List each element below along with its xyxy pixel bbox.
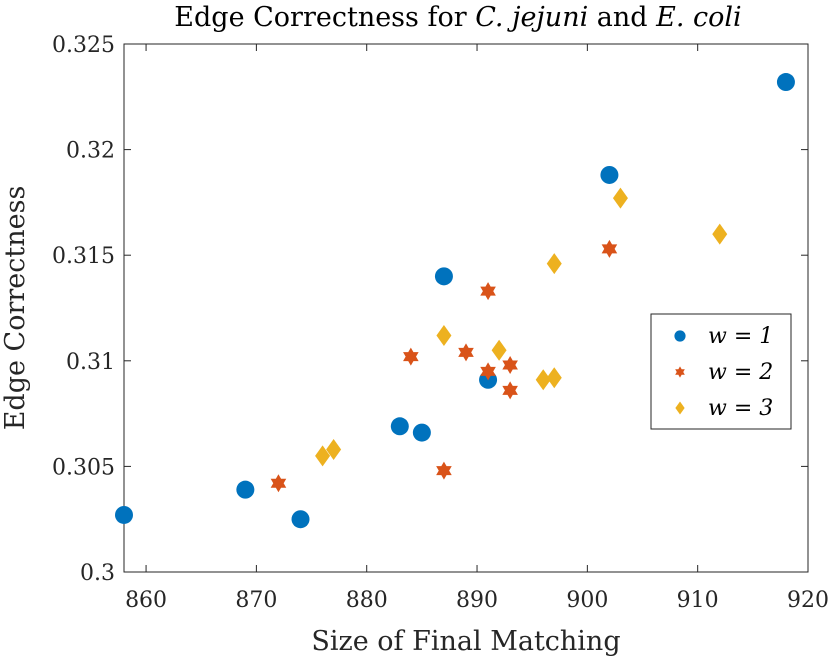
- y-tick-label: 0.305: [52, 455, 115, 480]
- x-tick-label: 890: [456, 588, 498, 613]
- data-point-series-3: [491, 339, 507, 361]
- x-tick-label: 870: [235, 588, 277, 613]
- data-point-series-2: [601, 239, 618, 258]
- data-point-series-1: [236, 480, 255, 499]
- chart-title: Edge Correctness for C. jejuni and E. co…: [174, 2, 741, 33]
- data-point-series-2: [436, 461, 452, 480]
- data-point-series-3: [436, 324, 452, 346]
- data-point-series-2: [502, 381, 518, 400]
- data-point-series-2: [270, 474, 287, 493]
- legend-marker-series-3: [675, 401, 685, 415]
- data-point-series-1: [776, 73, 795, 92]
- data-point-series-2: [403, 347, 419, 366]
- y-tick-label: 0.325: [52, 33, 115, 58]
- axis-ticks: 860 870 880 890 900 910 920 0.3 0.305 0.31 0.315 0.…: [52, 33, 829, 613]
- data-points: [115, 73, 795, 529]
- y-axis-label: Edge Correctness: [0, 186, 31, 431]
- y-tick-label: 0.315: [52, 244, 115, 269]
- x-axis-label: Size of Final Matching: [311, 626, 620, 657]
- data-point-series-2: [458, 343, 474, 362]
- plot-area: [123, 43, 809, 573]
- legend-label-series-1: w = 1: [708, 324, 773, 349]
- data-point-series-1: [115, 505, 133, 524]
- legend-marker-series-1: [674, 330, 686, 342]
- x-tick-label: 920: [787, 588, 829, 613]
- x-tick-label: 880: [346, 588, 388, 613]
- data-point-series-3: [315, 445, 331, 467]
- data-point-series-1: [390, 417, 409, 436]
- data-point-series-2: [480, 362, 496, 381]
- legend: w = 1 w = 2 w = 3: [650, 313, 792, 430]
- title-part-0: Edge Correctness for: [174, 2, 475, 33]
- title-part-3: E. coli: [655, 2, 742, 33]
- title-part-2: and: [588, 2, 656, 33]
- data-point-series-1: [600, 165, 619, 184]
- legend-label-series-3: w = 3: [708, 396, 773, 421]
- data-point-series-1: [434, 267, 453, 286]
- data-point-series-1: [291, 510, 310, 529]
- data-point-series-2: [502, 356, 518, 375]
- y-tick-label: 0.3: [80, 561, 115, 586]
- data-point-series-3: [535, 369, 551, 391]
- x-tick-label: 860: [125, 588, 167, 613]
- legend-marker-series-2: [675, 366, 685, 378]
- legend-box: [650, 313, 792, 430]
- data-point-series-3: [612, 187, 628, 209]
- data-point-series-3: [712, 223, 728, 245]
- x-tick-label: 900: [566, 588, 608, 613]
- data-point-series-2: [480, 282, 496, 301]
- data-point-series-3: [546, 367, 562, 389]
- legend-label-series-2: w = 2: [708, 360, 773, 385]
- y-tick-label: 0.31: [66, 350, 115, 375]
- title-part-1: C. jejuni: [475, 2, 588, 33]
- x-tick-label: 910: [677, 588, 719, 613]
- data-point-series-3: [326, 439, 342, 461]
- data-point-series-1: [412, 423, 431, 442]
- data-point-series-3: [546, 253, 562, 275]
- y-tick-label: 0.32: [66, 139, 115, 164]
